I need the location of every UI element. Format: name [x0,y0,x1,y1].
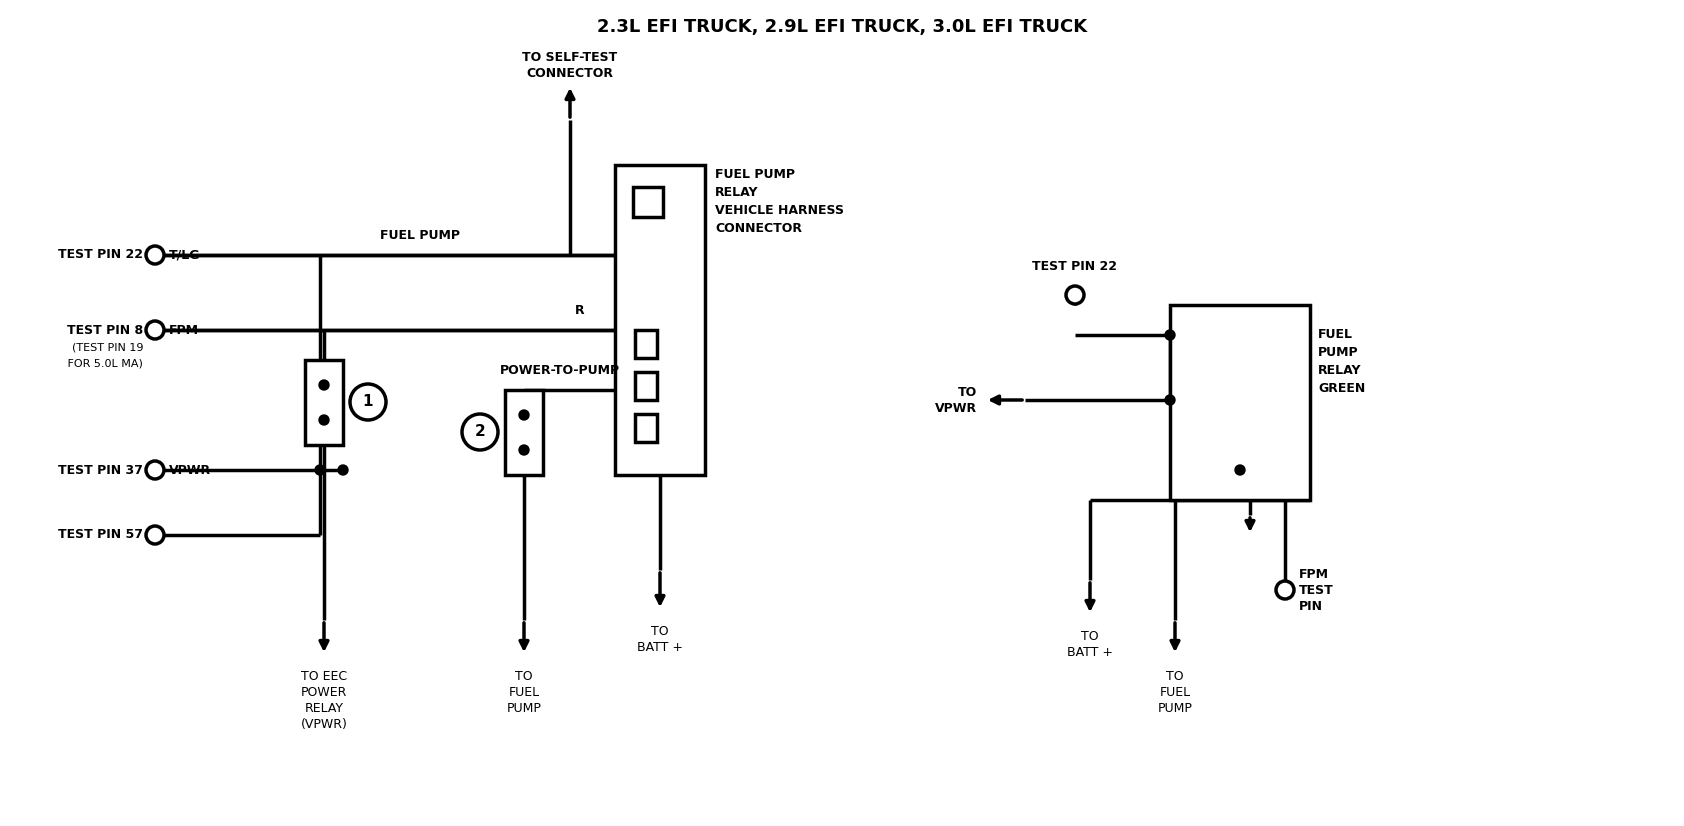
Text: TEST PIN 8: TEST PIN 8 [67,324,143,336]
Text: TO SELF-TEST
CONNECTOR: TO SELF-TEST CONNECTOR [522,51,618,80]
Circle shape [338,465,349,475]
Text: TO EEC
POWER
RELAY
(VPWR): TO EEC POWER RELAY (VPWR) [300,670,347,731]
Text: T/LG: T/LG [168,249,200,262]
Circle shape [1066,286,1084,304]
Text: TO
FUEL
PUMP: TO FUEL PUMP [1157,670,1192,715]
Bar [635,330,657,358]
Text: CONNECTOR: CONNECTOR [716,222,802,235]
Text: TO
BATT +: TO BATT + [1068,630,1113,659]
Text: FPM: FPM [168,324,199,336]
Bar [633,187,663,217]
Circle shape [318,415,328,425]
Circle shape [461,414,498,450]
Bar [1170,305,1310,500]
Text: TEST PIN 22: TEST PIN 22 [1032,260,1118,273]
Text: FOR 5.0L MA): FOR 5.0L MA) [64,358,143,368]
Circle shape [350,384,386,420]
Text: TO
BATT +: TO BATT + [637,625,684,654]
Text: R: R [576,304,584,317]
Circle shape [147,321,163,339]
Text: FUEL PUMP: FUEL PUMP [381,229,460,242]
Circle shape [147,246,163,264]
Text: FUEL PUMP: FUEL PUMP [716,169,795,182]
Text: VPWR: VPWR [168,463,210,477]
Text: TO
VPWR: TO VPWR [935,386,977,415]
Text: FUEL: FUEL [1319,329,1352,341]
Circle shape [519,410,529,420]
Bar [505,390,542,475]
Circle shape [519,445,529,455]
Circle shape [1165,395,1175,405]
Circle shape [147,526,163,544]
Circle shape [1276,581,1293,599]
Bar [615,165,706,475]
Circle shape [315,465,325,475]
Bar [305,360,344,445]
Bar [635,414,657,442]
Circle shape [318,380,328,390]
Text: POWER-TO-PUMP: POWER-TO-PUMP [500,364,620,377]
Text: PUMP: PUMP [1319,346,1359,359]
Text: TEST PIN 57: TEST PIN 57 [57,529,143,542]
Text: RELAY: RELAY [716,187,758,200]
Circle shape [1234,465,1244,475]
Text: (TEST PIN 19: (TEST PIN 19 [71,343,143,353]
Text: RELAY: RELAY [1319,364,1361,377]
Text: 1: 1 [362,395,374,410]
Text: 2: 2 [475,425,485,439]
Circle shape [147,461,163,479]
Text: GREEN: GREEN [1319,382,1366,396]
Bar [635,372,657,400]
Text: TO
FUEL
PUMP: TO FUEL PUMP [507,670,542,715]
Text: VEHICLE HARNESS: VEHICLE HARNESS [716,205,844,217]
Text: TEST PIN 37: TEST PIN 37 [59,463,143,477]
Text: TEST PIN 22: TEST PIN 22 [57,249,143,262]
Circle shape [1165,330,1175,340]
Text: FPM
TEST
PIN: FPM TEST PIN [1298,567,1334,613]
Text: 2.3L EFI TRUCK, 2.9L EFI TRUCK, 3.0L EFI TRUCK: 2.3L EFI TRUCK, 2.9L EFI TRUCK, 3.0L EFI… [596,18,1088,36]
